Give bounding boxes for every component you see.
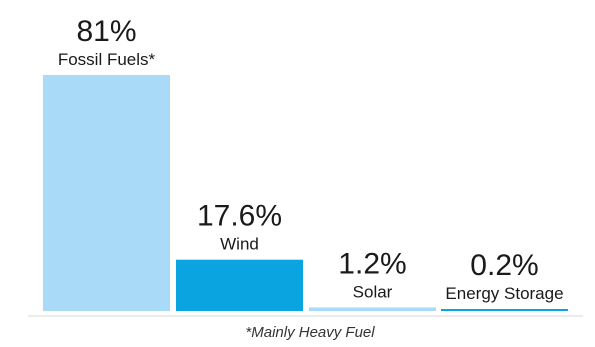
bar-wind	[176, 259, 303, 311]
footnote: *Mainly Heavy Fuel	[245, 324, 375, 341]
category-label: Solar	[353, 283, 393, 302]
value-label: 0.2%	[470, 249, 538, 282]
value-label: 17.6%	[197, 200, 282, 233]
category-label: Fossil Fuels*	[58, 50, 156, 69]
bar-energy-storage	[441, 309, 568, 311]
bars-group	[43, 75, 568, 311]
bar-fossil-fuels	[43, 75, 170, 311]
value-label: 81%	[76, 15, 136, 48]
category-label: Energy Storage	[445, 284, 563, 303]
category-label: Wind	[220, 235, 259, 254]
bar-solar	[309, 307, 436, 311]
labels-group: Fossil Fuels* 81% Wind 17.6% Solar 1.2% Energy…	[58, 15, 564, 303]
value-label: 1.2%	[338, 248, 406, 281]
